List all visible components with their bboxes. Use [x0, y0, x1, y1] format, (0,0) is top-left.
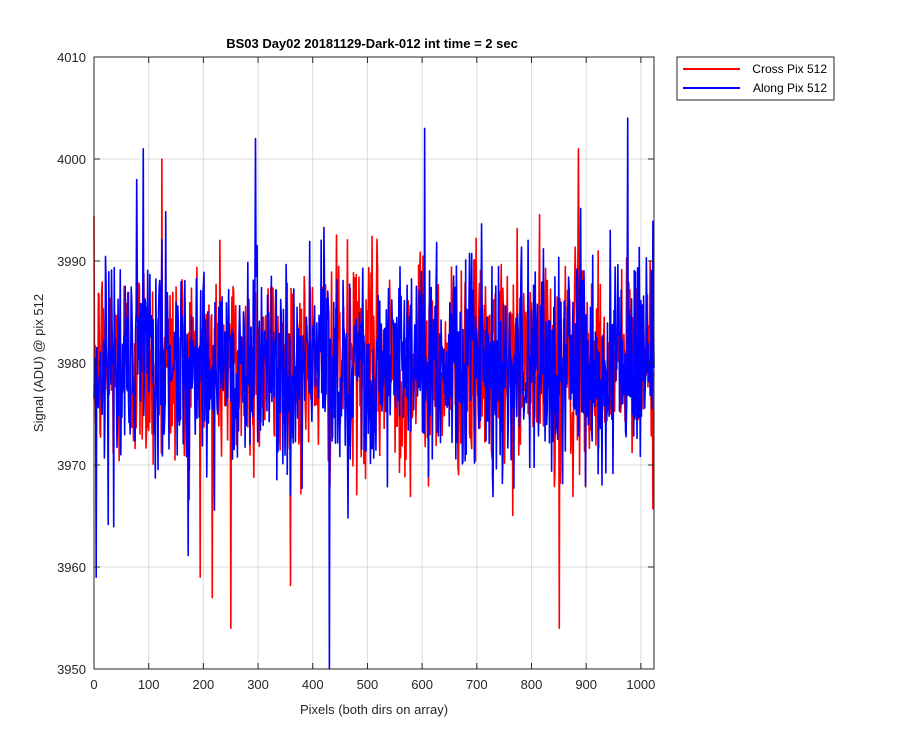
- y-tick-label: 3960: [57, 560, 86, 575]
- y-tick-label: 3990: [57, 254, 86, 269]
- x-tick-label: 900: [575, 677, 597, 692]
- legend: Cross Pix 512 Along Pix 512: [676, 56, 835, 101]
- series-layer: [93, 117, 655, 670]
- x-tick-label: 500: [357, 677, 379, 692]
- x-tick-label: 700: [466, 677, 488, 692]
- x-axis-label: Pixels (both dirs on array): [300, 702, 448, 717]
- y-tick-label: 4000: [57, 152, 86, 167]
- y-tick-label: 4010: [57, 50, 86, 65]
- legend-box: [676, 56, 835, 101]
- x-tick-label: 300: [247, 677, 269, 692]
- x-tick-label: 600: [411, 677, 433, 692]
- tick-labels: 0 100 200 300 400 500 600 700 800 900 1000 3950 3960…: [57, 50, 655, 692]
- x-tick-label: 200: [193, 677, 215, 692]
- x-tick-label: 1000: [626, 677, 655, 692]
- y-tick-label: 3970: [57, 458, 86, 473]
- x-tick-label: 100: [138, 677, 160, 692]
- x-tick-label: 0: [90, 677, 97, 692]
- series-line-1: [93, 117, 655, 670]
- legend-label-cross: Cross Pix 512: [752, 62, 827, 76]
- chart-title: BS03 Day02 20181129-Dark-012 int time = …: [226, 36, 518, 51]
- x-tick-label: 400: [302, 677, 324, 692]
- y-tick-label: 3950: [57, 662, 86, 677]
- ticks: [93, 56, 654, 670]
- y-tick-label: 3980: [57, 356, 86, 371]
- x-tick-label: 800: [521, 677, 543, 692]
- legend-label-along: Along Pix 512: [753, 81, 827, 95]
- y-axis-label: Signal (ADU) @ pix 512: [31, 294, 46, 432]
